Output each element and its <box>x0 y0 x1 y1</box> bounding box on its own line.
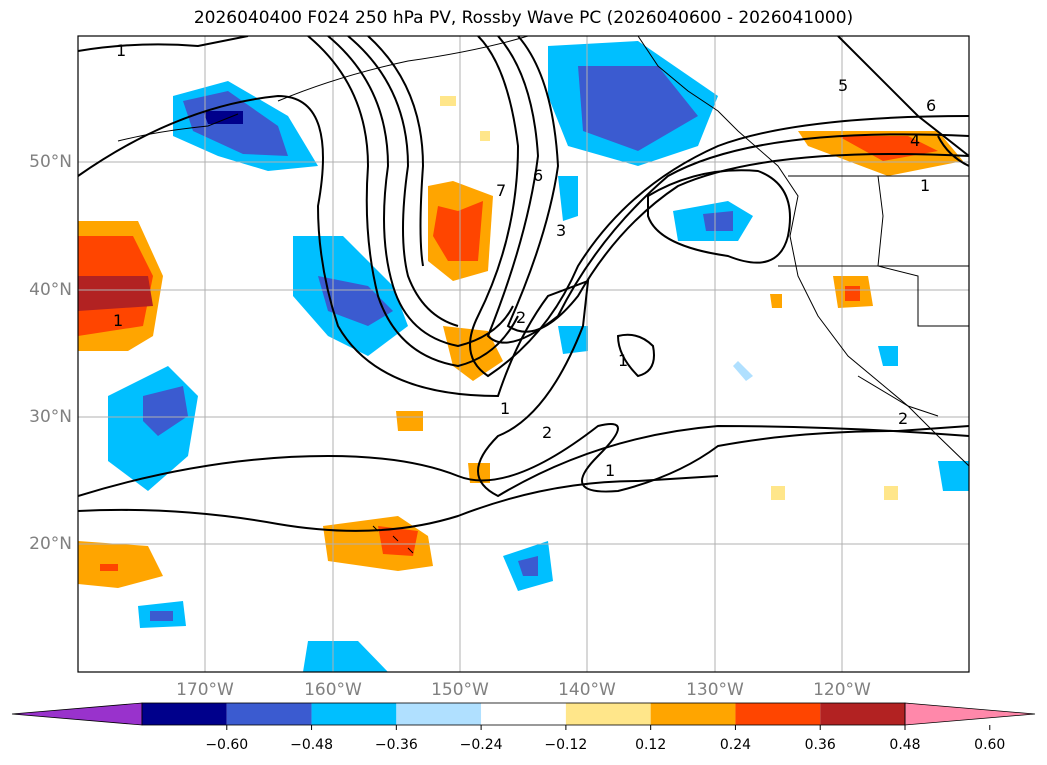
lat-label: 30°N <box>29 407 72 427</box>
colorbar-tick-label: −0.24 <box>459 737 503 753</box>
colorbar-segment <box>481 703 566 725</box>
colorbar-segment <box>735 703 821 725</box>
contour-label: 2 <box>542 423 552 442</box>
map-panel: 1 7 6 5 6 4 1 3 2 1 1 2 1 1 2 <box>77 35 970 673</box>
lon-label: 120°W <box>813 680 871 700</box>
colorbar-arrow-min <box>11 702 143 726</box>
contour-label: 7 <box>496 181 506 200</box>
contour-label: 2 <box>898 409 908 428</box>
lat-label: 40°N <box>29 280 72 300</box>
lat-label: 50°N <box>29 152 72 172</box>
colorbar-tick-label: 0.60 <box>974 737 1006 753</box>
colorbar-tick-label: 0.36 <box>804 737 836 753</box>
contour-label: 2 <box>516 308 526 327</box>
colorbar-bar <box>11 702 1036 730</box>
map-border <box>77 35 970 673</box>
colorbar-segment <box>396 703 482 725</box>
colorbar-segment <box>565 703 651 725</box>
contour-label: 1 <box>500 399 510 418</box>
colorbar-arrow-max <box>904 702 1036 726</box>
contour-label: 1 <box>113 311 123 330</box>
contour-label: 4 <box>910 131 920 150</box>
colorbar-tick-label: 0.24 <box>719 737 752 753</box>
colorbar-tick-label: 0.48 <box>889 737 921 753</box>
positive-anomaly-shading <box>78 96 963 588</box>
contour-labels: 1 7 6 5 6 4 1 3 2 1 1 2 1 1 2 <box>113 41 936 480</box>
coastlines <box>117 36 969 554</box>
pv-contours <box>78 36 969 532</box>
contour-label: 1 <box>618 351 628 370</box>
contour-label: 5 <box>838 76 848 95</box>
lon-label: 140°W <box>558 680 616 700</box>
colorbar-tick-label: −0.12 <box>544 737 588 753</box>
graticule <box>78 36 969 672</box>
colorbar-tick-label: −0.36 <box>374 737 418 753</box>
contour-label: 6 <box>533 166 543 185</box>
colorbar-segment <box>820 703 905 725</box>
lon-label: 150°W <box>431 680 489 700</box>
colorbar-tick-label: −0.60 <box>205 737 249 753</box>
lon-label: 130°W <box>686 680 744 700</box>
contour-label: 6 <box>926 96 936 115</box>
contour-label: 1 <box>116 41 126 60</box>
lon-label: 170°W <box>176 680 234 700</box>
colorbar-segment <box>650 703 736 725</box>
negative-anomaly-shading <box>108 41 969 672</box>
map-title: 2026040400 F024 250 hPa PV, Rossby Wave … <box>193 8 854 28</box>
colorbar-segment <box>311 703 397 725</box>
contour-label: 3 <box>556 221 566 240</box>
colorbar-outline <box>141 702 906 726</box>
colorbar: −0.60 −0.48 −0.36 −0.24 −0.12 0.12 0.24 0.36 0.4… <box>0 695 1047 765</box>
colorbar-segment <box>142 703 227 725</box>
lat-label: 20°N <box>29 534 72 554</box>
colorbar-tick-label: 0.12 <box>635 737 667 753</box>
contour-label: 1 <box>920 176 930 195</box>
colorbar-segment <box>226 703 312 725</box>
contour-label: 1 <box>605 461 615 480</box>
lon-label: 160°W <box>304 680 362 700</box>
colorbar-tick-label: −0.48 <box>290 737 333 753</box>
